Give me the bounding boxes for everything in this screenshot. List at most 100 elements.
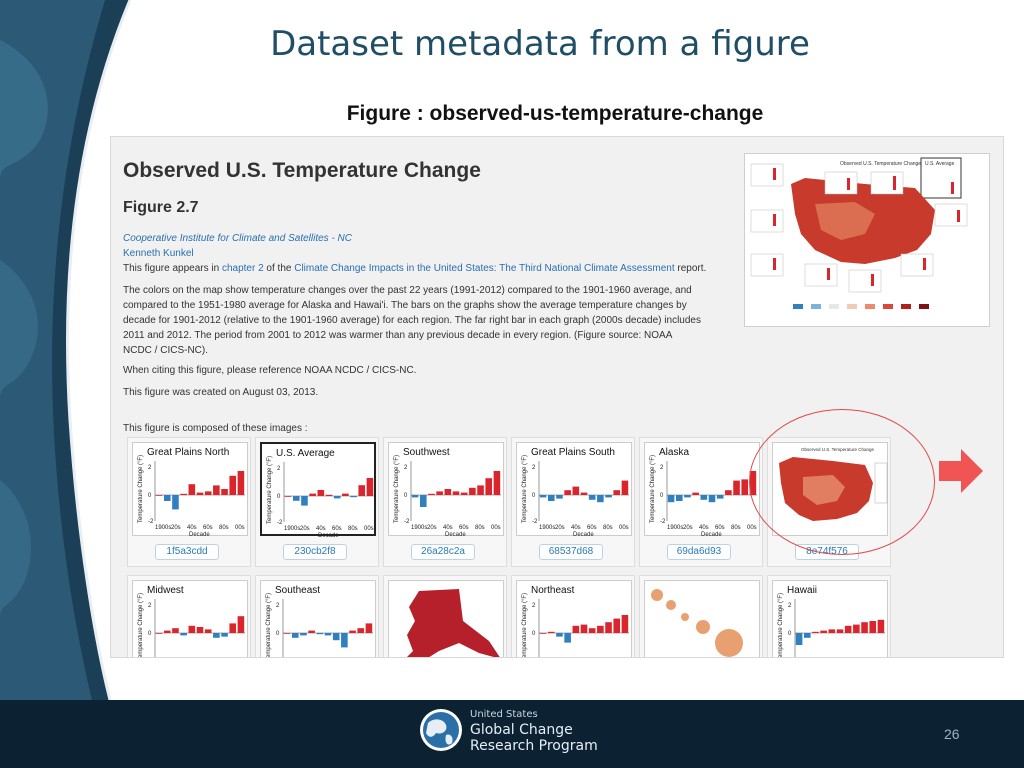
chart-bar bbox=[580, 624, 588, 633]
chart-ytick: 2 bbox=[276, 603, 280, 609]
chart-bar bbox=[869, 621, 877, 633]
chart-bar bbox=[292, 496, 300, 501]
chart-ytick: -2 bbox=[148, 519, 154, 525]
chart-bar bbox=[700, 495, 708, 500]
page-number: 26 bbox=[944, 726, 960, 742]
chart-bar bbox=[357, 628, 365, 633]
report-link[interactable]: Climate Change Impacts in the United Sta… bbox=[294, 263, 675, 274]
composed-label: This figure is composed of these images … bbox=[123, 423, 308, 434]
region-chart[interactable]: Great Plains South Temperature Change (°F… bbox=[516, 442, 632, 538]
chart-bar bbox=[341, 633, 348, 648]
chart-ytick: 0 bbox=[277, 494, 281, 500]
figure-image-card[interactable] bbox=[639, 575, 763, 657]
chart-bar bbox=[547, 495, 555, 501]
chart-xtick: 80s bbox=[219, 525, 229, 531]
chart-xtick: 20s bbox=[683, 525, 693, 531]
figure-image-card[interactable] bbox=[383, 575, 507, 657]
chart-bar bbox=[621, 480, 629, 495]
chart-bar bbox=[333, 496, 341, 499]
figure-image-card[interactable]: Great Plains North Temperature Change (°F… bbox=[127, 437, 251, 567]
chart-bar bbox=[163, 495, 171, 501]
chart-bar bbox=[469, 487, 476, 495]
chart-ylabel: Temperature Change (°F) bbox=[266, 593, 272, 658]
chart-region-title: Midwest bbox=[147, 585, 184, 596]
highlight-circle bbox=[749, 409, 935, 555]
citation-note: When citing this figure, please referenc… bbox=[123, 365, 417, 376]
figure-thumbnail[interactable]: Observed U.S. Temperature Change U.S. Av… bbox=[744, 153, 990, 327]
chart-bar bbox=[795, 633, 803, 645]
image-id-button[interactable]: 26a28c2a bbox=[411, 544, 475, 560]
chart-ytick: 2 bbox=[148, 465, 152, 471]
chart-bar bbox=[213, 633, 220, 638]
chart-ytick: -2 bbox=[788, 657, 794, 658]
chart-ylabel: Temperature Change (°F) bbox=[267, 456, 273, 524]
map-image[interactable] bbox=[388, 580, 504, 657]
org-line-3: Research Program bbox=[470, 738, 598, 754]
author-link[interactable]: Kenneth Kunkel bbox=[123, 248, 194, 259]
org-link[interactable]: Cooperative Institute for Climate and Sa… bbox=[123, 233, 352, 244]
image-id-button[interactable]: 1f5a3cdd bbox=[155, 544, 219, 560]
region-chart[interactable]: U.S. Average Temperature Change (°F) 2 0 -2 1… bbox=[260, 442, 376, 539]
chart-xlabel: Decade bbox=[189, 532, 210, 537]
chart-bar bbox=[366, 478, 374, 496]
chart-xtick: 20s bbox=[427, 525, 437, 531]
chart-bar bbox=[155, 495, 163, 496]
chart-bar bbox=[667, 495, 675, 503]
chart-bar bbox=[172, 495, 179, 510]
chart-ytick: 0 bbox=[404, 493, 408, 499]
chart-bar bbox=[188, 625, 196, 633]
figure-image-card[interactable]: Great Plains South Temperature Change (°F… bbox=[511, 437, 635, 567]
chart-ytick: -2 bbox=[660, 519, 666, 525]
chart-xlabel: Decade bbox=[318, 533, 339, 538]
chart-ylabel: Temperature Change (°F) bbox=[522, 593, 528, 658]
chart-bar bbox=[349, 630, 356, 633]
chart-bar bbox=[460, 492, 468, 495]
figure-image-card[interactable]: Alaska Temperature Change (°F) 2 0 -2 1900s 20… bbox=[639, 437, 763, 567]
chart-bar bbox=[836, 629, 844, 633]
chart-xtick: 20s bbox=[555, 525, 565, 531]
region-chart[interactable]: Alaska Temperature Change (°F) 2 0 -2 1900s 20… bbox=[644, 442, 760, 538]
chart-bar bbox=[572, 625, 580, 633]
region-chart[interactable]: Great Plains North Temperature Change (°F… bbox=[132, 442, 248, 538]
figure-number: Figure 2.7 bbox=[123, 199, 199, 216]
created-date: This figure was created on August 03, 20… bbox=[123, 387, 319, 398]
chart-xtick: 00s bbox=[747, 525, 757, 531]
image-id-button[interactable]: 230cb2f8 bbox=[283, 544, 347, 560]
chart-bar bbox=[237, 471, 245, 495]
region-chart[interactable]: Southwest Temperature Change (°F) 2 0 -2 1900… bbox=[388, 442, 504, 538]
map-image[interactable] bbox=[644, 580, 760, 657]
chart-xtick: 00s bbox=[364, 526, 374, 532]
chart-bar bbox=[358, 485, 366, 496]
arrow-right-icon bbox=[939, 449, 983, 493]
caption: The colors on the map show temperature c… bbox=[123, 285, 701, 356]
chart-bar bbox=[580, 492, 588, 495]
chart-bar bbox=[155, 633, 163, 634]
chart-bar bbox=[428, 493, 435, 495]
chart-bar bbox=[741, 479, 749, 495]
usgcrp-globe-logo bbox=[420, 709, 462, 751]
chart-bar bbox=[556, 633, 563, 637]
chart-bar bbox=[613, 618, 621, 633]
chart-region-title: Southeast bbox=[275, 585, 320, 596]
image-id-button[interactable]: 69da6d93 bbox=[667, 544, 731, 560]
chart-bar bbox=[188, 484, 196, 495]
figure-image-card[interactable]: Southwest Temperature Change (°F) 2 0 -2 1900… bbox=[383, 437, 507, 567]
chart-bar bbox=[229, 475, 237, 495]
chart-bar bbox=[213, 485, 220, 495]
figure-image-card[interactable]: U.S. Average Temperature Change (°F) 2 0 -2 1… bbox=[255, 437, 379, 567]
chart-bar bbox=[283, 633, 291, 634]
chart-xtick: 1900s bbox=[284, 526, 300, 532]
chart-ytick: -2 bbox=[404, 519, 410, 525]
image-id-button[interactable]: 68537d68 bbox=[539, 544, 603, 560]
chapter-link[interactable]: chapter 2 bbox=[221, 263, 264, 274]
chart-ytick: -2 bbox=[148, 657, 154, 658]
chart-xtick: 40s bbox=[443, 525, 453, 531]
